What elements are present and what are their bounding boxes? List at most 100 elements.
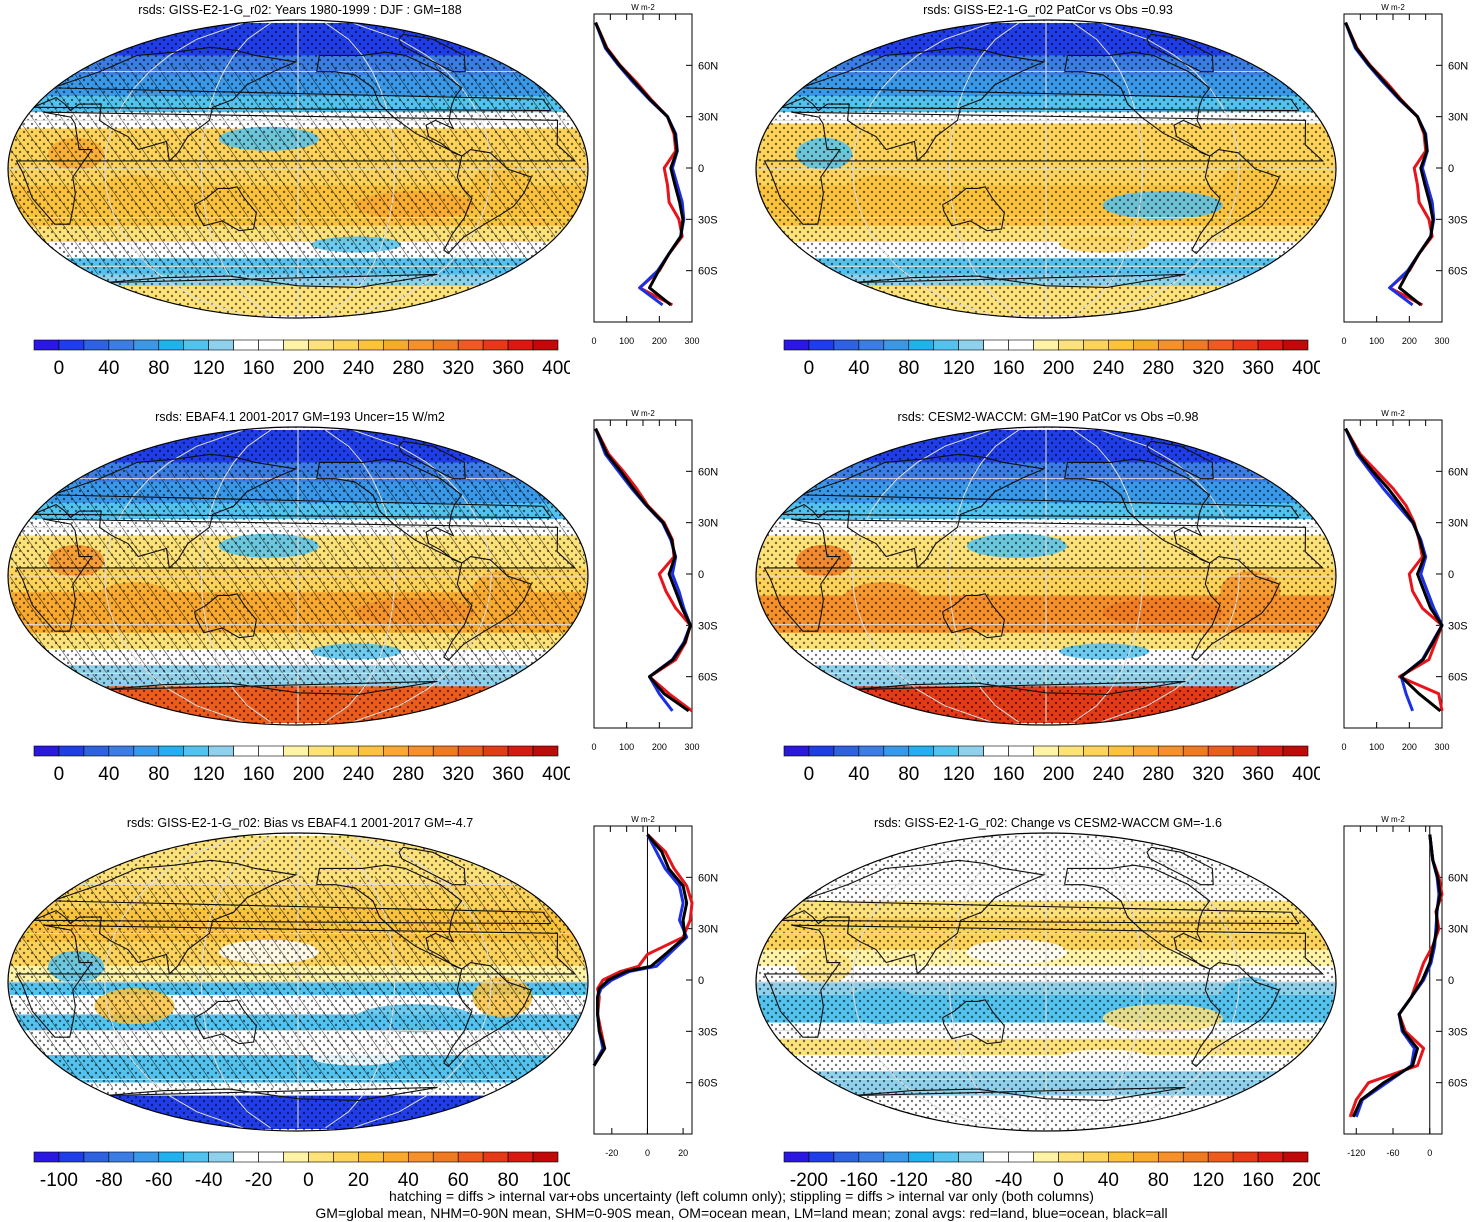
colorbar-swatch bbox=[1033, 1151, 1059, 1163]
zonal-line-land bbox=[1344, 427, 1444, 712]
coastline bbox=[398, 846, 466, 886]
zonal-line-land bbox=[592, 833, 694, 1067]
colorbar-tick-label: 100 bbox=[542, 1170, 570, 1191]
colorbar-swatch bbox=[1133, 339, 1159, 351]
colorbar-swatch bbox=[958, 339, 984, 351]
colorbar-tick-label: 60 bbox=[448, 1170, 469, 1191]
colorbar-swatch bbox=[833, 1151, 860, 1163]
zonal-units: W m-2 bbox=[631, 3, 655, 12]
zonal-value-label: -20 bbox=[605, 1148, 618, 1158]
colorbar-swatch bbox=[532, 1151, 559, 1163]
zonal-line-all bbox=[1351, 834, 1442, 1118]
zonal-value-label: 300 bbox=[684, 742, 699, 752]
colorbar-swatch bbox=[108, 1151, 135, 1163]
graticule-lon bbox=[200, 429, 271, 723]
footer-line-1: hatching = diffs > internal var+obs unce… bbox=[389, 1188, 1094, 1204]
colorbar-tick-label: 200 bbox=[293, 764, 325, 785]
colorbar-tick-label: 80 bbox=[148, 764, 169, 785]
colorbar-swatch bbox=[783, 745, 810, 757]
zonal-lat-label: 30N bbox=[698, 924, 718, 936]
colorbar-tick-label: 40 bbox=[848, 358, 869, 379]
zonal-lat-label: 30S bbox=[1448, 620, 1468, 632]
zonal-lat-label: 30N bbox=[1448, 518, 1468, 530]
colorbar-swatch bbox=[158, 1151, 185, 1163]
colorbar-swatch bbox=[1282, 745, 1309, 757]
coastline bbox=[942, 999, 1005, 1045]
colorbar-swatch bbox=[1282, 1151, 1309, 1163]
colorbar-tick-label: 20 bbox=[348, 1170, 369, 1191]
colorbar-tick-label: 80 bbox=[498, 1170, 519, 1191]
colorbar-swatch bbox=[1008, 745, 1034, 757]
zonal-units: W m-2 bbox=[631, 815, 655, 824]
colorbar-swatch bbox=[133, 339, 160, 351]
colorbar-tick-label: 400 bbox=[542, 358, 570, 379]
colorbar-swatch bbox=[108, 745, 135, 757]
colorbar-tick-label: 320 bbox=[442, 764, 474, 785]
zonal-line-ocean bbox=[594, 22, 686, 307]
graticule-lon bbox=[948, 22, 1019, 316]
graticule-lon bbox=[352, 835, 492, 1129]
coastline bbox=[1064, 458, 1211, 564]
zonal-lat-label: 0 bbox=[698, 163, 704, 175]
colorbar-tick-label: 360 bbox=[492, 764, 524, 785]
graticule-lon bbox=[1100, 22, 1240, 316]
colorbar-swatch bbox=[283, 339, 309, 351]
colorbar-swatch bbox=[358, 339, 384, 351]
zonal-lat-label: 60N bbox=[698, 872, 718, 884]
zonal-units: W m-2 bbox=[1381, 815, 1405, 824]
colorbar-swatch bbox=[183, 1151, 209, 1163]
colorbar-swatch bbox=[858, 339, 885, 351]
colorbar-swatch bbox=[1207, 339, 1234, 351]
zonal-lat-label: 30S bbox=[1448, 1026, 1468, 1038]
colorbar-swatch bbox=[1108, 339, 1134, 351]
colorbar-swatch bbox=[958, 1151, 984, 1163]
panel-title: rsds: GISS-E2-1-G_r02 PatCor vs Obs =0.9… bbox=[923, 3, 1173, 17]
zonal-line-all bbox=[1344, 427, 1444, 713]
graticule-lon bbox=[852, 22, 992, 316]
colorbar-tick-label: 280 bbox=[392, 764, 424, 785]
colorbar-swatch bbox=[532, 745, 559, 757]
colorbar-tick-label: 120 bbox=[943, 764, 975, 785]
zonal-lat-label: 30S bbox=[698, 214, 718, 226]
colorbar-swatch bbox=[1108, 1151, 1134, 1163]
coastline bbox=[1191, 555, 1281, 662]
colorbar-tick-label: 240 bbox=[1093, 358, 1125, 379]
map-outline bbox=[7, 426, 589, 726]
colorbar-swatch bbox=[482, 1151, 509, 1163]
colorbar-swatch bbox=[33, 1151, 60, 1163]
colorbar-swatch bbox=[33, 745, 60, 757]
colorbar-swatch bbox=[233, 1151, 259, 1163]
colorbar-swatch bbox=[883, 339, 910, 351]
colorbar-tick-label: 320 bbox=[442, 358, 474, 379]
colorbar-tick-label: 120 bbox=[943, 358, 975, 379]
colorbar-swatch bbox=[308, 1151, 334, 1163]
zonal-line-land bbox=[1344, 21, 1434, 307]
colorbar-swatch bbox=[283, 1151, 309, 1163]
colorbar-tick-label: 160 bbox=[243, 358, 275, 379]
map-1 bbox=[7, 19, 589, 319]
colorbar-swatch bbox=[833, 745, 860, 757]
zonal-2: W m-2 60N 30N 0 30S 60S 0 100 200 300 bbox=[1341, 3, 1468, 346]
colorbar-swatch bbox=[482, 745, 509, 757]
colorbar-tick-label: 400 bbox=[542, 764, 570, 785]
graticule-lon bbox=[104, 429, 244, 723]
panel-title: rsds: GISS-E2-1-G_r02: Years 1980-1999 :… bbox=[138, 3, 462, 17]
coastline bbox=[443, 555, 533, 662]
colorbar-tick-label: 160 bbox=[243, 764, 275, 785]
map-outline bbox=[755, 19, 1337, 319]
colorbar-swatch bbox=[33, 339, 60, 351]
zonal-line-all bbox=[592, 833, 689, 1067]
colorbar-swatch bbox=[407, 745, 434, 757]
colorbar-tick-label: 240 bbox=[343, 764, 375, 785]
zonal-frame bbox=[1343, 825, 1443, 1135]
coastline bbox=[780, 859, 1300, 976]
colorbar-swatch bbox=[1058, 745, 1084, 757]
colorbar-swatch bbox=[432, 745, 459, 757]
zonal-lat-label: 60S bbox=[698, 1078, 718, 1090]
zonal-1: W m-2 60N 30N 0 30S 60S 0 100 200 300 bbox=[591, 3, 718, 346]
colorbar-tick-label: 120 bbox=[193, 764, 225, 785]
colorbar-swatch bbox=[1083, 1151, 1109, 1163]
colorbar-tick-label: 0 bbox=[1053, 1170, 1064, 1191]
colorbar-swatch bbox=[983, 339, 1009, 351]
map-6 bbox=[755, 832, 1337, 1132]
